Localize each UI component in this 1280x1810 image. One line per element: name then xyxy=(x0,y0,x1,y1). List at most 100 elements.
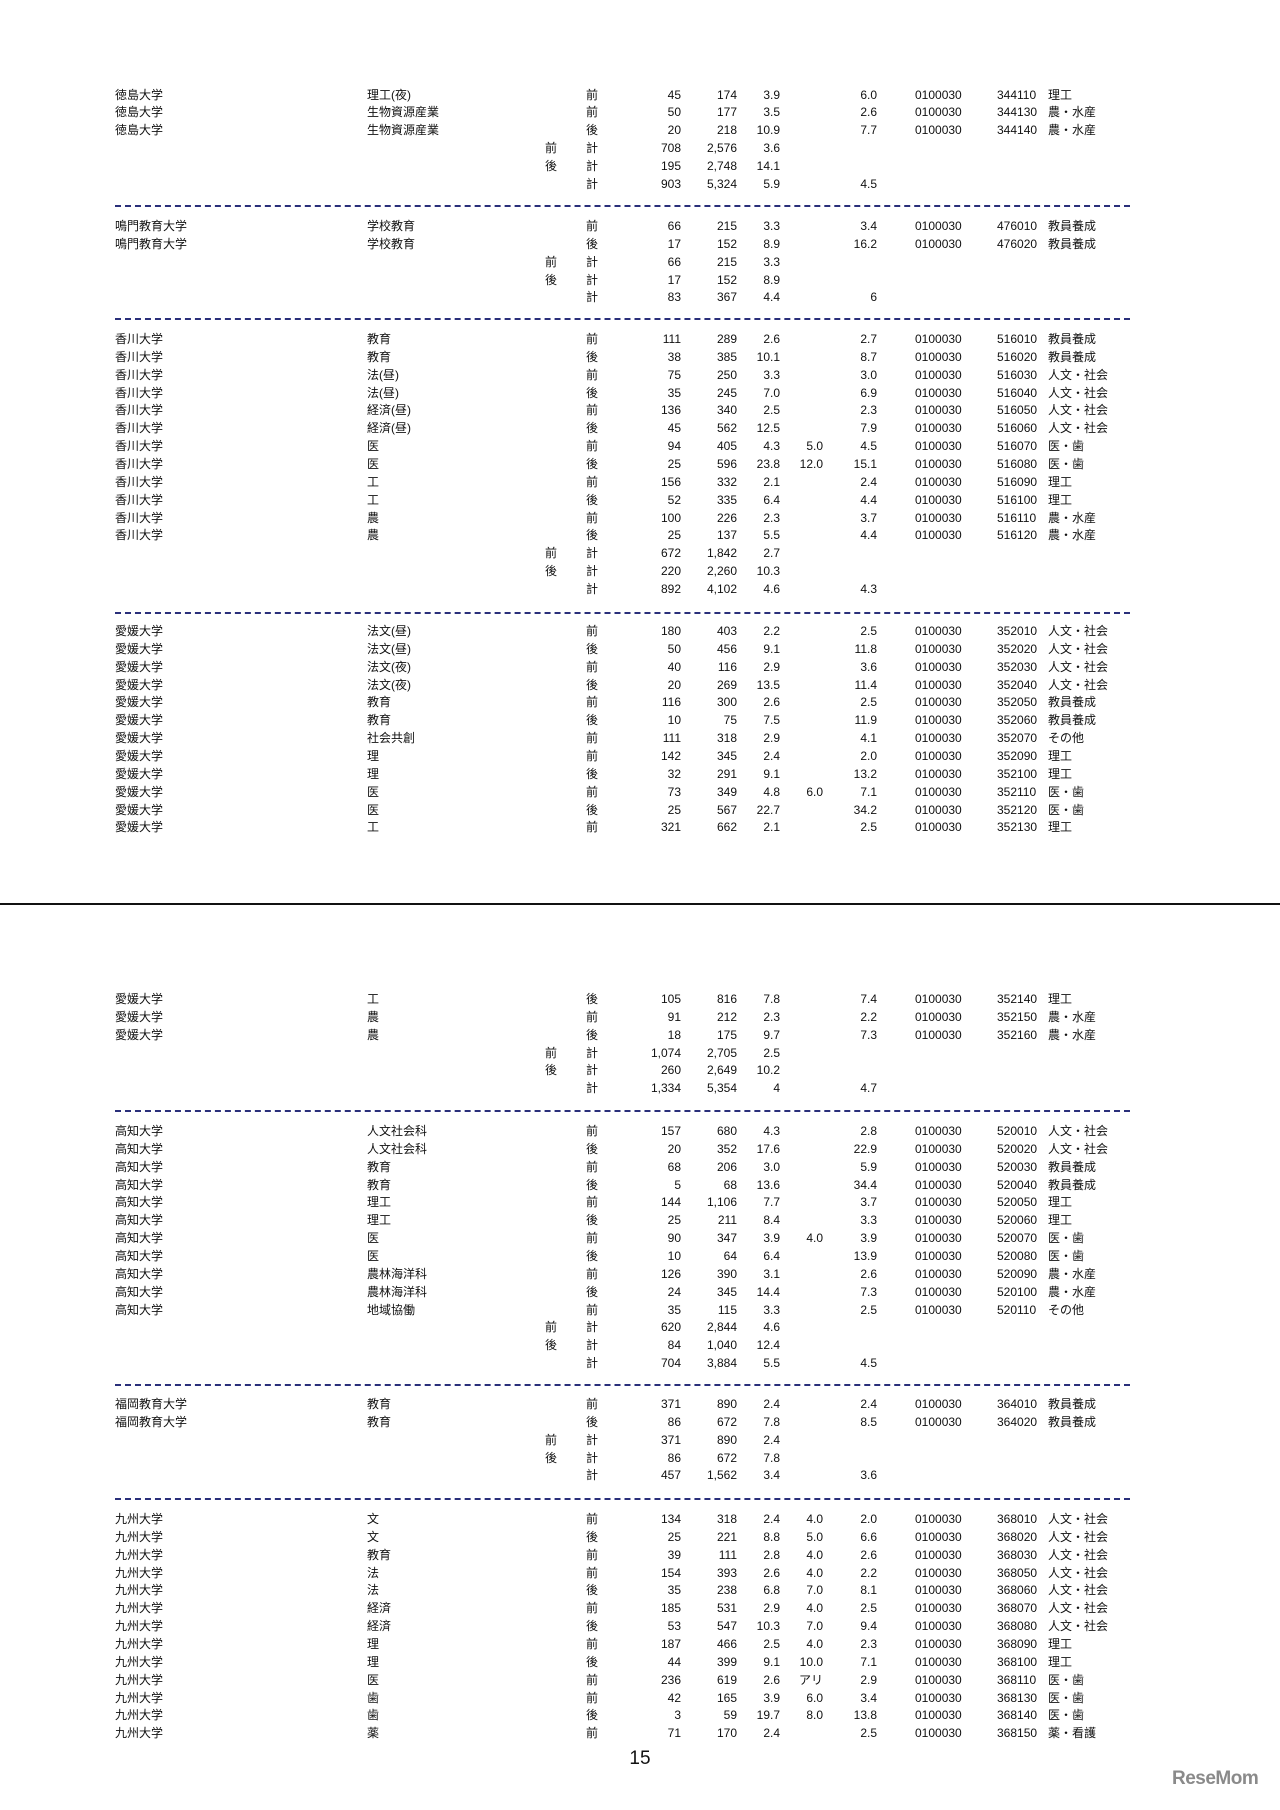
cell-university: 九州大学 xyxy=(115,1654,164,1669)
cell-department: 教育 xyxy=(367,1547,392,1562)
cell-code-b: 368090 xyxy=(997,1636,1038,1651)
cell-schedule: 後 xyxy=(586,641,599,656)
cell-schedule: 前 xyxy=(586,332,599,346)
cell-department: 教育 xyxy=(367,713,392,728)
section-divider xyxy=(115,205,1130,207)
cell-code-a: 0100030 xyxy=(915,474,962,489)
cell-ratio: 2.5 xyxy=(763,403,780,418)
cell-prev-ratio: 4.0 xyxy=(806,1547,823,1562)
table-row: 九州大学 理 前 187 466 2.5 4.0 2.3 0100030 368090 理工 xyxy=(0,1636,1280,1652)
cell-code-a: 0100030 xyxy=(915,1159,962,1174)
subtotal-row: 計 704 3,884 5.5 4.5 xyxy=(0,1355,1280,1371)
cell-code-b: 520060 xyxy=(997,1213,1038,1228)
cell-department: 法文(昼) xyxy=(367,624,411,638)
subtotal-row: 前 計 620 2,844 4.6 xyxy=(0,1319,1280,1335)
cell-department: 経済(昼) xyxy=(367,421,411,436)
cell-schedule: 計 xyxy=(586,581,599,596)
cell-code-a: 0100030 xyxy=(915,1177,962,1192)
cell-applicants: 4,102 xyxy=(706,581,737,596)
table-row: 香川大学 教育 後 38 385 10.1 8.7 0100030 516020 教員養成 xyxy=(0,349,1280,365)
cell-final-ratio: 2.4 xyxy=(860,1397,877,1411)
cell-code-b: 352110 xyxy=(997,784,1037,799)
cell-final-ratio: 7.1 xyxy=(860,1654,877,1669)
cell-prev-ratio: 8.0 xyxy=(806,1708,823,1723)
cell-code-a: 0100030 xyxy=(915,1231,962,1246)
cell-code-a: 0100030 xyxy=(915,1009,962,1024)
cell-applicants: 75 xyxy=(723,713,737,728)
cell-applicants: 672 xyxy=(716,1414,737,1429)
cell-capacity: 71 xyxy=(667,1726,681,1741)
cell-final-ratio: 3.4 xyxy=(860,219,877,233)
cell-ratio: 4.8 xyxy=(763,784,780,799)
cell-code-b: 520070 xyxy=(997,1231,1038,1246)
cell-department: 経済 xyxy=(367,1619,392,1634)
cell-capacity: 142 xyxy=(660,748,681,763)
table-row: 徳島大学 理工(夜) 前 45 174 3.9 6.0 0100030 344110 理工 xyxy=(0,87,1280,103)
cell-department: 医 xyxy=(367,1248,380,1263)
cell-university: 香川大学 xyxy=(115,456,164,471)
cell-capacity: 156 xyxy=(660,474,681,489)
cell-prev-ratio: 7.0 xyxy=(806,1619,823,1634)
cell-code-b: 352040 xyxy=(997,677,1038,692)
subtotal-row: 後 計 195 2,748 14.1 xyxy=(0,158,1280,174)
cell-code-a: 0100030 xyxy=(915,1266,962,1281)
cell-university: 鳴門教育大学 xyxy=(115,219,188,233)
cell-category: 農・水産 xyxy=(1048,123,1097,138)
cell-ratio: 9.1 xyxy=(763,641,780,656)
cell-category: 理工 xyxy=(1048,992,1073,1006)
cell-applicants: 340 xyxy=(716,403,737,418)
table-row: 香川大学 工 後 52 335 6.4 4.4 0100030 516100 理工 xyxy=(0,492,1280,508)
cell-code-b: 368030 xyxy=(997,1547,1038,1562)
cell-schedule: 前 xyxy=(586,1547,599,1562)
cell-applicants: 680 xyxy=(716,1124,737,1138)
cell-capacity: 38 xyxy=(667,349,681,364)
subtotal-row: 計 1,334 5,354 4 4.7 xyxy=(0,1080,1280,1096)
cell-category: 理工 xyxy=(1048,766,1073,781)
cell-schedule: 前 xyxy=(586,510,599,525)
cell-capacity: 73 xyxy=(667,784,681,799)
cell-final-ratio: 2.3 xyxy=(860,1636,877,1651)
cell-schedule: 後 xyxy=(586,1027,599,1042)
cell-capacity: 53 xyxy=(667,1619,681,1634)
cell-capacity: 126 xyxy=(660,1266,681,1281)
cell-category: 医・歯 xyxy=(1048,1690,1085,1705)
cell-university: 高知大学 xyxy=(115,1213,164,1228)
cell-applicants: 177 xyxy=(716,105,737,120)
cell-final-ratio: 7.9 xyxy=(860,421,877,436)
cell-capacity: 903 xyxy=(660,176,681,191)
cell-category: 理工 xyxy=(1048,1195,1073,1210)
cell-code-a: 0100030 xyxy=(915,1583,962,1598)
cell-capacity: 39 xyxy=(667,1547,681,1562)
cell-applicants: 567 xyxy=(716,802,737,817)
cell-final-ratio: 7.3 xyxy=(860,1284,877,1299)
cell-capacity: 105 xyxy=(660,992,681,1006)
cell-applicants: 289 xyxy=(716,332,737,346)
cell-code-a: 0100030 xyxy=(915,1619,962,1634)
cell-capacity: 32 xyxy=(667,766,681,781)
cell-code-a: 0100030 xyxy=(915,1414,962,1429)
cell-code-a: 0100030 xyxy=(915,695,962,710)
cell-code-a: 0100030 xyxy=(915,528,962,543)
cell-ratio: 8.8 xyxy=(763,1529,780,1544)
cell-schedule: 前 xyxy=(586,87,599,102)
table-row: 愛媛大学 法文(昼) 後 50 456 9.1 11.8 0100030 352020 人文・社会 xyxy=(0,641,1280,657)
cell-university: 九州大学 xyxy=(115,1619,164,1634)
cell-capacity: 371 xyxy=(660,1397,681,1411)
cell-schedule: 前 xyxy=(586,1672,599,1687)
cell-prev-ratio: 10.0 xyxy=(799,1654,823,1669)
cell-code-a: 0100030 xyxy=(915,87,962,102)
cell-final-ratio: 34.4 xyxy=(853,1177,877,1192)
cell-schedule: 前 xyxy=(586,367,599,382)
cell-prev-ratio: 4.0 xyxy=(806,1565,823,1580)
cell-university: 香川大学 xyxy=(115,510,164,525)
cell-code-b: 364010 xyxy=(997,1397,1038,1411)
page-separator xyxy=(0,903,1280,905)
cell-schedule: 後 xyxy=(586,492,599,507)
cell-applicants: 345 xyxy=(716,1284,737,1299)
cell-applicants: 111 xyxy=(718,1547,737,1562)
cell-category: 農・水産 xyxy=(1048,1284,1097,1299)
cell-schedule: 計 xyxy=(586,1468,599,1483)
cell-department: 人文社会科 xyxy=(367,1141,428,1156)
cell-ratio: 3.9 xyxy=(763,1231,780,1246)
cell-department: 教育 xyxy=(367,349,392,364)
